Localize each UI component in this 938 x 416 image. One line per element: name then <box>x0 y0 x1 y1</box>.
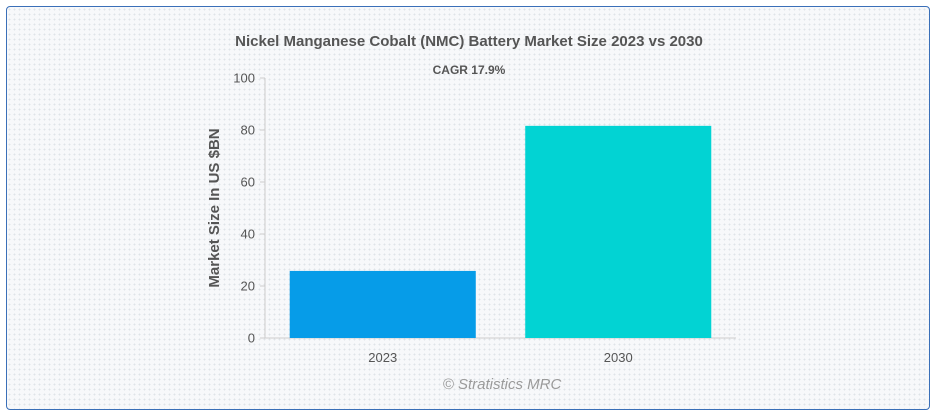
x-tick-label: 2023 <box>368 350 397 365</box>
x-tick-label: 2030 <box>604 350 633 365</box>
y-tick-label: 60 <box>241 175 255 190</box>
chart-card <box>6 6 930 410</box>
chart-subtitle: CAGR 17.9% <box>433 63 506 77</box>
y-tick-label: 20 <box>241 279 255 294</box>
y-ticks: 0 20 40 60 80 100 <box>233 71 265 346</box>
watermark-text: © Stratistics MRC <box>443 376 562 393</box>
bar-2030[interactable] <box>525 125 712 338</box>
y-tick-label: 40 <box>241 227 255 242</box>
y-tick-label: 0 <box>248 331 255 346</box>
y-tick-label: 80 <box>241 123 255 138</box>
chart-title: Nickel Manganese Cobalt (NMC) Battery Ma… <box>235 33 703 50</box>
bar-2023[interactable] <box>289 270 476 338</box>
bars <box>289 125 712 338</box>
x-ticks: 2023 2030 <box>368 350 632 365</box>
y-tick-label: 100 <box>233 71 255 86</box>
y-axis-title: Market Size In US $BN <box>206 128 223 287</box>
